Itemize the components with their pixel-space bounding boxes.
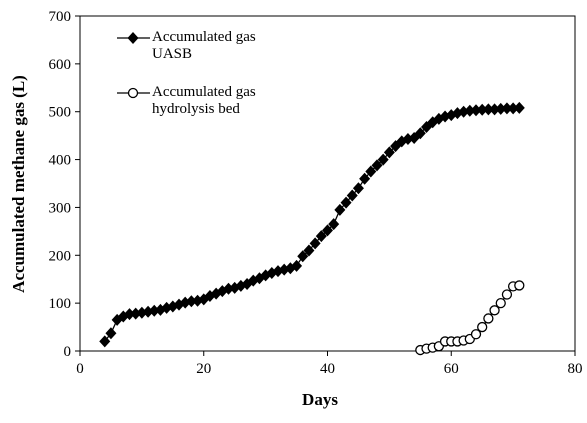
marker-circle [477,321,488,333]
marker-diamond [346,189,358,202]
marker-diamond [309,237,321,250]
y-tick-label: 600 [49,57,72,73]
marker-diamond [383,146,395,159]
marker-diamond [495,102,507,115]
y-tick-label: 200 [49,248,72,264]
marker-diamond [464,104,476,117]
x-tick-label: 40 [320,361,335,377]
marker-diamond [482,103,494,116]
y-tick-label: 500 [49,105,72,121]
x-tick-label: 20 [196,361,211,377]
marker-diamond [105,327,117,340]
marker-diamond [328,218,340,231]
marker-diamond [297,250,309,263]
marker-circle [501,289,513,300]
legend-marker [127,32,139,44]
x-tick-label: 80 [568,361,583,377]
marker-diamond [414,127,426,140]
marker-diamond [476,103,488,116]
marker-diamond [365,165,377,178]
x-tick-label: 0 [76,361,84,377]
marker-circle [514,280,525,291]
y-tick-label: 100 [49,296,72,312]
marker-diamond [507,102,519,115]
marker-diamond [291,259,303,272]
marker-diamond [489,103,501,116]
x-axis-label: Days [302,390,338,409]
marker-diamond [377,153,389,166]
y-axis-label: Accumulated methane gas (L) [9,75,28,293]
marker-circle [470,329,482,340]
marker-diamond [352,182,364,195]
marker-diamond [359,172,371,185]
marker-diamond [513,101,525,114]
marker-diamond [334,203,346,216]
marker-diamond [303,244,315,257]
marker-diamond [470,104,482,117]
y-tick-label: 0 [64,344,72,360]
legend-label: Accumulated gas hydrolysis bed [152,84,256,117]
marker-diamond [315,230,327,243]
marker-diamond [185,295,197,308]
y-tick-label: 400 [49,153,72,169]
marker-circle [489,305,500,316]
marker-diamond [124,308,135,321]
y-tick-label: 700 [49,9,72,25]
x-tick-label: 60 [444,361,459,377]
marker-diamond [99,335,111,348]
marker-diamond [501,102,513,115]
y-tick-label: 300 [49,200,72,216]
marker-diamond [322,224,333,237]
legend-marker [127,87,139,99]
marker-circle [483,313,494,324]
marker-circle [495,297,506,309]
marker-diamond [371,159,383,172]
marker-diamond [340,196,352,209]
legend-label: Accumulated gas UASB [152,29,256,62]
